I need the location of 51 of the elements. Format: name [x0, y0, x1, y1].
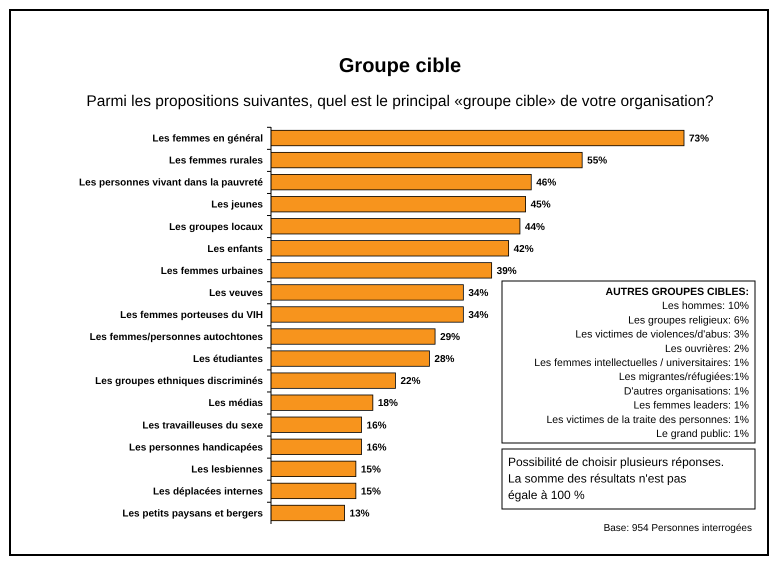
data-label: 28%: [434, 354, 455, 366]
y-tick-label: Les personnes vivant dans la pauvreté: [79, 178, 264, 189]
y-tick-label: Les jeunes: [211, 200, 264, 211]
y-tick-label: Les étudiantes: [192, 354, 264, 366]
annotation: Les ouvrières: 2%: [664, 342, 749, 355]
chart-subtitle: Parmi les propositions suivantes, quel est le principal «groupe cible» de votre organisation?: [86, 93, 714, 110]
y-tick-label: Les femmes urbaines: [160, 266, 264, 277]
data-label: 55%: [587, 156, 608, 167]
data-label: 46%: [536, 178, 556, 189]
y-tick-label: Les veuves: [209, 288, 264, 299]
y-tick-label: Les personnes handicapées: [129, 442, 264, 454]
y-tick-label: Les femmes porteuses du VIH: [120, 310, 263, 321]
y-tick-label: Les groupes locaux: [169, 222, 264, 233]
annotation: D'autres organisations: 1%: [624, 385, 749, 398]
data-label: 16%: [366, 420, 387, 432]
annotation: Le grand public: 1%: [656, 428, 749, 440]
annotation: Les victimes de violences/d'abus: 3%: [575, 328, 749, 341]
data-label: 22%: [400, 376, 421, 388]
data-label: 73%: [689, 134, 710, 145]
data-label: 15%: [360, 486, 381, 498]
data-label: 42%: [514, 244, 534, 255]
y-tick-label: Les groupes ethniques discriminés: [95, 376, 264, 388]
annotation: Les femmes leaders: 1%: [633, 400, 749, 412]
y-tick-label: Les déplacées internes: [152, 486, 264, 498]
y-tick-label: Les enfants: [207, 244, 264, 255]
y-tick-label: Les médias: [208, 398, 264, 410]
annotation: Les groupes religieux: 6%: [628, 314, 749, 326]
y-tick-label: Les lesbiennes: [191, 464, 264, 476]
annotation: Possibilité de choisir plusieurs réponses. La somme des résultats n'est pas égale à 100 %: [508, 455, 724, 502]
y-tick-label: Les petits paysans et bergers: [122, 508, 264, 520]
data-label: 13%: [350, 508, 370, 520]
data-label: 29%: [440, 332, 460, 344]
annotation: Base: 954 Personnes interrogées: [604, 523, 752, 534]
data-label: 16%: [366, 442, 387, 454]
data-label: 34%: [468, 288, 488, 299]
data-label: 34%: [468, 310, 488, 321]
chart-title: Groupe cible: [338, 55, 462, 77]
annotation: Les victimes de la traite des personnes: 1%: [546, 414, 749, 426]
y-tick-label: Les femmes rurales: [169, 156, 264, 167]
y-tick-label: Les femmes/personnes autochtones: [90, 332, 264, 344]
annotation: AUTRES GROUPES CIBLES:: [605, 286, 749, 298]
annotation: Les migrantes/réfugiées:1%: [618, 371, 749, 384]
annotation: Les hommes: 10%: [662, 300, 749, 312]
y-tick-label: Les femmes en général: [152, 134, 264, 145]
data-label: 44%: [524, 222, 546, 233]
y-tick-label: Les travailleuses du sexe: [142, 420, 264, 432]
annotation: Les femmes intellectuelles / universitaires: 1%: [534, 357, 749, 369]
data-label: 18%: [378, 398, 398, 410]
data-label: 45%: [530, 200, 551, 211]
data-label: 39%: [496, 266, 517, 277]
data-label: 15%: [360, 464, 381, 476]
